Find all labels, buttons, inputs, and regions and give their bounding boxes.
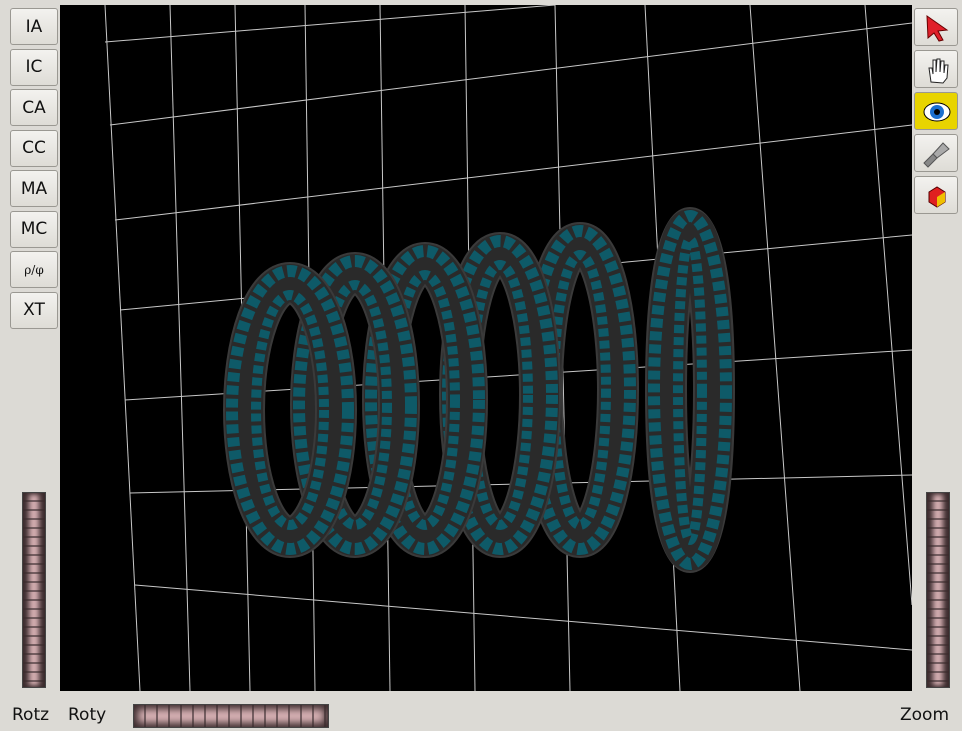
view-button[interactable]: XT xyxy=(10,291,58,329)
3d-viewport[interactable] xyxy=(60,5,912,691)
ring xyxy=(645,207,735,573)
rotz-wheel[interactable] xyxy=(22,492,46,688)
view-button[interactable]: MA xyxy=(10,170,58,207)
view-button[interactable]: IC xyxy=(10,48,58,86)
view-all-tool[interactable] xyxy=(914,92,958,130)
zoom-label: Zoom xyxy=(900,705,950,725)
select-tool[interactable] xyxy=(914,8,958,46)
rotz-label: Rotz xyxy=(12,705,50,725)
roty-wheel[interactable] xyxy=(133,704,329,728)
pan-tool[interactable] xyxy=(914,50,958,88)
view-button[interactable]: ρ/φ xyxy=(10,251,58,288)
view-button[interactable]: IA xyxy=(10,8,58,45)
view-button[interactable]: CC xyxy=(10,129,58,167)
projection-tool[interactable] xyxy=(914,176,958,214)
ring xyxy=(223,262,357,558)
view-button[interactable]: CA xyxy=(10,89,58,126)
zoom-wheel[interactable] xyxy=(926,492,950,688)
ring xyxy=(290,252,420,558)
seek-tool[interactable] xyxy=(914,134,958,172)
view-button[interactable]: MC xyxy=(10,210,58,248)
roty-label: Roty xyxy=(68,705,107,725)
